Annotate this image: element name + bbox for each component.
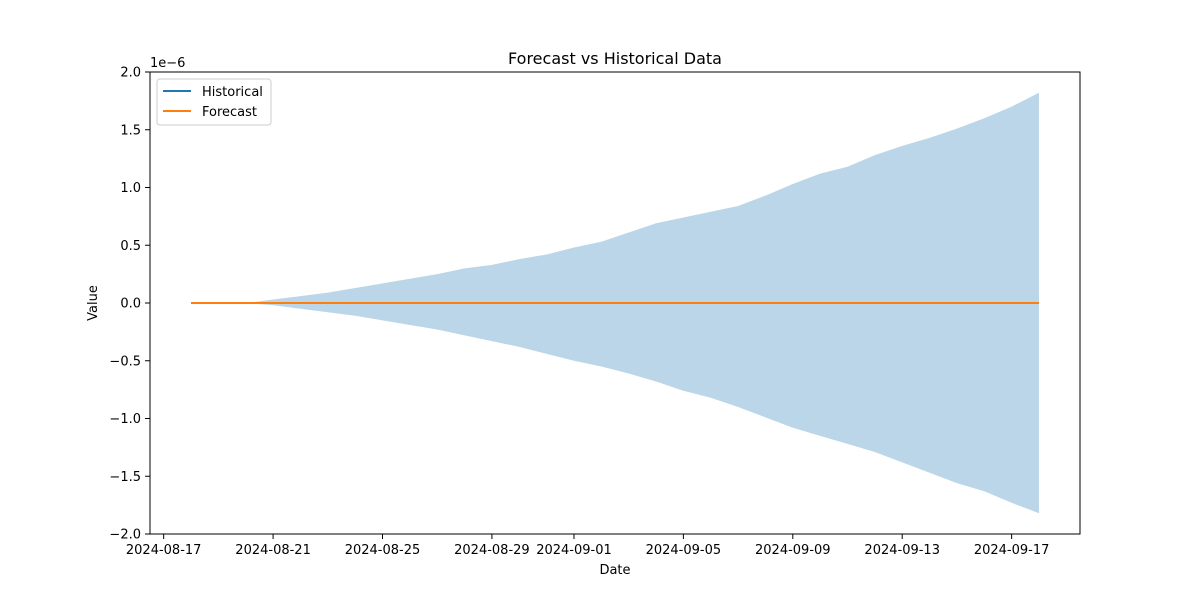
y-tick-label: 0.5 (120, 239, 141, 254)
y-axis-label: Value (86, 285, 101, 321)
x-tick-label: 2024-09-05 (646, 543, 722, 558)
y-axis-ticks: 2.0 1.5 1.0 0.5 0.0 −0.5 −1.0 −1.5 −2.0 (109, 66, 150, 543)
chart-title: Forecast vs Historical Data (508, 49, 722, 68)
y-tick-label: −1.5 (109, 470, 141, 485)
y-tick-label: −2.0 (109, 528, 141, 543)
x-tick-label: 2024-09-17 (974, 543, 1050, 558)
x-tick-label: 2024-08-25 (345, 543, 421, 558)
x-tick-label: 2024-08-17 (126, 543, 202, 558)
y-axis-offset-label: 1e−6 (150, 56, 185, 71)
y-tick-label: −1.0 (109, 412, 141, 427)
x-tick-label: 2024-09-01 (536, 543, 612, 558)
y-tick-label: −0.5 (109, 354, 141, 369)
x-tick-label: 2024-09-09 (755, 543, 831, 558)
x-tick-label: 2024-08-21 (235, 543, 311, 558)
y-tick-label: 2.0 (120, 66, 141, 81)
y-tick-label: 1.0 (120, 181, 141, 196)
y-tick-label: 1.5 (120, 123, 141, 138)
x-axis-ticks: 2024-08-17 2024-08-21 2024-08-25 2024-08-29… (126, 534, 1050, 558)
legend-forecast-label: Forecast (202, 105, 257, 120)
legend-historical-label: Historical (202, 85, 263, 100)
legend: Historical Forecast (156, 78, 272, 126)
x-axis-label: Date (599, 563, 630, 578)
x-tick-label: 2024-09-13 (864, 543, 940, 558)
x-tick-label: 2024-08-29 (454, 543, 530, 558)
y-tick-label: 0.0 (120, 297, 141, 312)
